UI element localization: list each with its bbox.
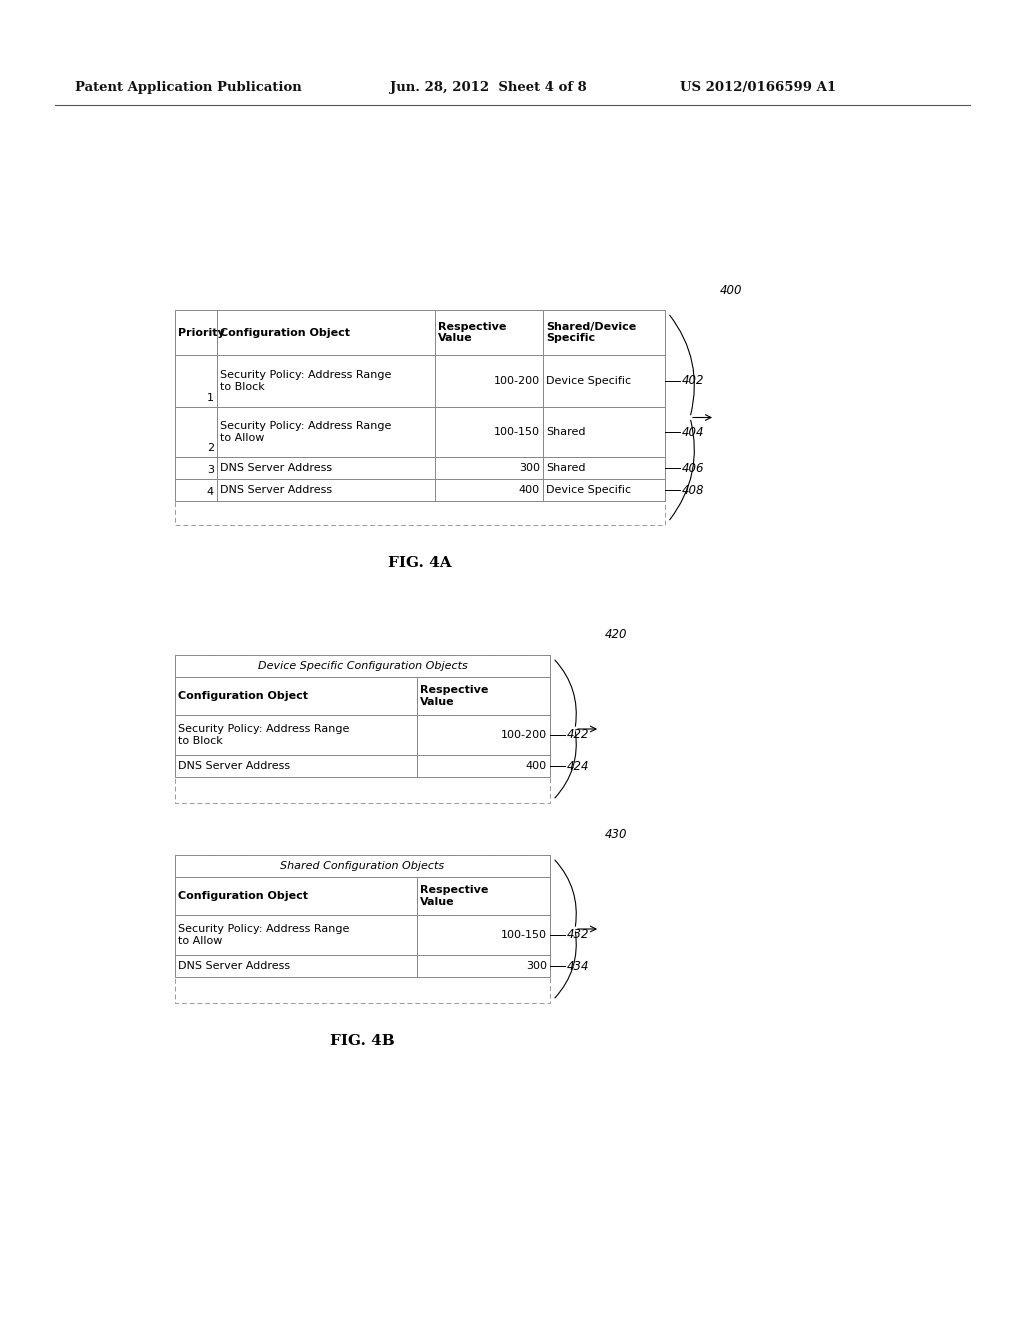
Bar (175, 355, 217, 407)
Text: 300: 300 (526, 961, 547, 972)
Text: Device Specific: Device Specific (546, 484, 631, 495)
Text: Configuration Object: Configuration Object (178, 891, 308, 902)
Text: 408: 408 (682, 483, 705, 496)
Text: 100-200: 100-200 (494, 376, 540, 385)
Text: 1: 1 (207, 393, 214, 403)
Bar (175, 755, 417, 777)
Bar (543, 355, 665, 407)
Text: 406: 406 (682, 462, 705, 474)
Bar (175, 479, 217, 502)
Text: Patent Application Publication: Patent Application Publication (75, 82, 302, 95)
Bar (435, 407, 543, 457)
Bar (417, 954, 550, 977)
Text: DNS Server Address: DNS Server Address (178, 961, 290, 972)
Bar (175, 715, 417, 755)
Bar (435, 479, 543, 502)
Text: 420: 420 (605, 628, 628, 642)
Bar (175, 655, 550, 803)
Text: 100-150: 100-150 (494, 426, 540, 437)
Text: 404: 404 (682, 425, 705, 438)
Bar (175, 677, 417, 715)
Bar (175, 457, 217, 479)
Bar (417, 915, 550, 954)
Bar (175, 855, 550, 876)
Text: Security Policy: Address Range
to Allow: Security Policy: Address Range to Allow (178, 924, 349, 946)
Bar (217, 407, 435, 457)
Text: 400: 400 (720, 284, 742, 297)
Text: 100-200: 100-200 (501, 730, 547, 741)
Text: Device Specific: Device Specific (546, 376, 631, 385)
Text: Configuration Object: Configuration Object (220, 327, 350, 338)
Text: Security Policy: Address Range
to Block: Security Policy: Address Range to Block (220, 370, 391, 392)
Bar (417, 876, 550, 915)
Bar (417, 677, 550, 715)
Text: 430: 430 (605, 829, 628, 842)
Bar (543, 479, 665, 502)
Text: Respective
Value: Respective Value (420, 685, 488, 706)
Text: DNS Server Address: DNS Server Address (220, 463, 332, 473)
Text: 300: 300 (519, 463, 540, 473)
Text: 100-150: 100-150 (501, 931, 547, 940)
Bar (217, 355, 435, 407)
Bar (175, 407, 217, 457)
Bar (175, 655, 550, 677)
Text: DNS Server Address: DNS Server Address (220, 484, 332, 495)
Bar (175, 954, 417, 977)
Bar (217, 457, 435, 479)
Text: 400: 400 (526, 762, 547, 771)
Text: Respective
Value: Respective Value (438, 322, 507, 343)
Bar (175, 876, 417, 915)
Text: Shared/Device
Specific: Shared/Device Specific (546, 322, 636, 343)
Bar (175, 310, 217, 355)
Bar (217, 310, 435, 355)
Bar (435, 310, 543, 355)
Text: FIG. 4A: FIG. 4A (388, 556, 452, 570)
Text: 424: 424 (567, 759, 590, 772)
Text: Shared Configuration Objects: Shared Configuration Objects (281, 861, 444, 871)
Text: 400: 400 (519, 484, 540, 495)
Text: Respective
Value: Respective Value (420, 886, 488, 907)
Bar (417, 715, 550, 755)
Bar (217, 479, 435, 502)
Text: Priority: Priority (178, 327, 224, 338)
Bar (543, 457, 665, 479)
Text: 432: 432 (567, 928, 590, 941)
Text: 402: 402 (682, 375, 705, 388)
Text: Configuration Object: Configuration Object (178, 690, 308, 701)
Bar (175, 855, 550, 1003)
Text: 3: 3 (207, 465, 214, 475)
Text: 434: 434 (567, 960, 590, 973)
Text: 4: 4 (207, 487, 214, 498)
Text: FIG. 4B: FIG. 4B (330, 1034, 395, 1048)
Bar (175, 310, 665, 525)
Text: Shared: Shared (546, 463, 586, 473)
Text: Security Policy: Address Range
to Allow: Security Policy: Address Range to Allow (220, 421, 391, 442)
Bar (543, 407, 665, 457)
Bar (543, 310, 665, 355)
Bar (417, 755, 550, 777)
Bar (435, 355, 543, 407)
Text: Security Policy: Address Range
to Block: Security Policy: Address Range to Block (178, 725, 349, 746)
Text: US 2012/0166599 A1: US 2012/0166599 A1 (680, 82, 837, 95)
Text: 2: 2 (207, 444, 214, 453)
Bar (175, 915, 417, 954)
Text: Jun. 28, 2012  Sheet 4 of 8: Jun. 28, 2012 Sheet 4 of 8 (390, 82, 587, 95)
Text: 422: 422 (567, 729, 590, 742)
Bar (435, 457, 543, 479)
Text: DNS Server Address: DNS Server Address (178, 762, 290, 771)
Text: Device Specific Configuration Objects: Device Specific Configuration Objects (258, 661, 467, 671)
Text: Shared: Shared (546, 426, 586, 437)
